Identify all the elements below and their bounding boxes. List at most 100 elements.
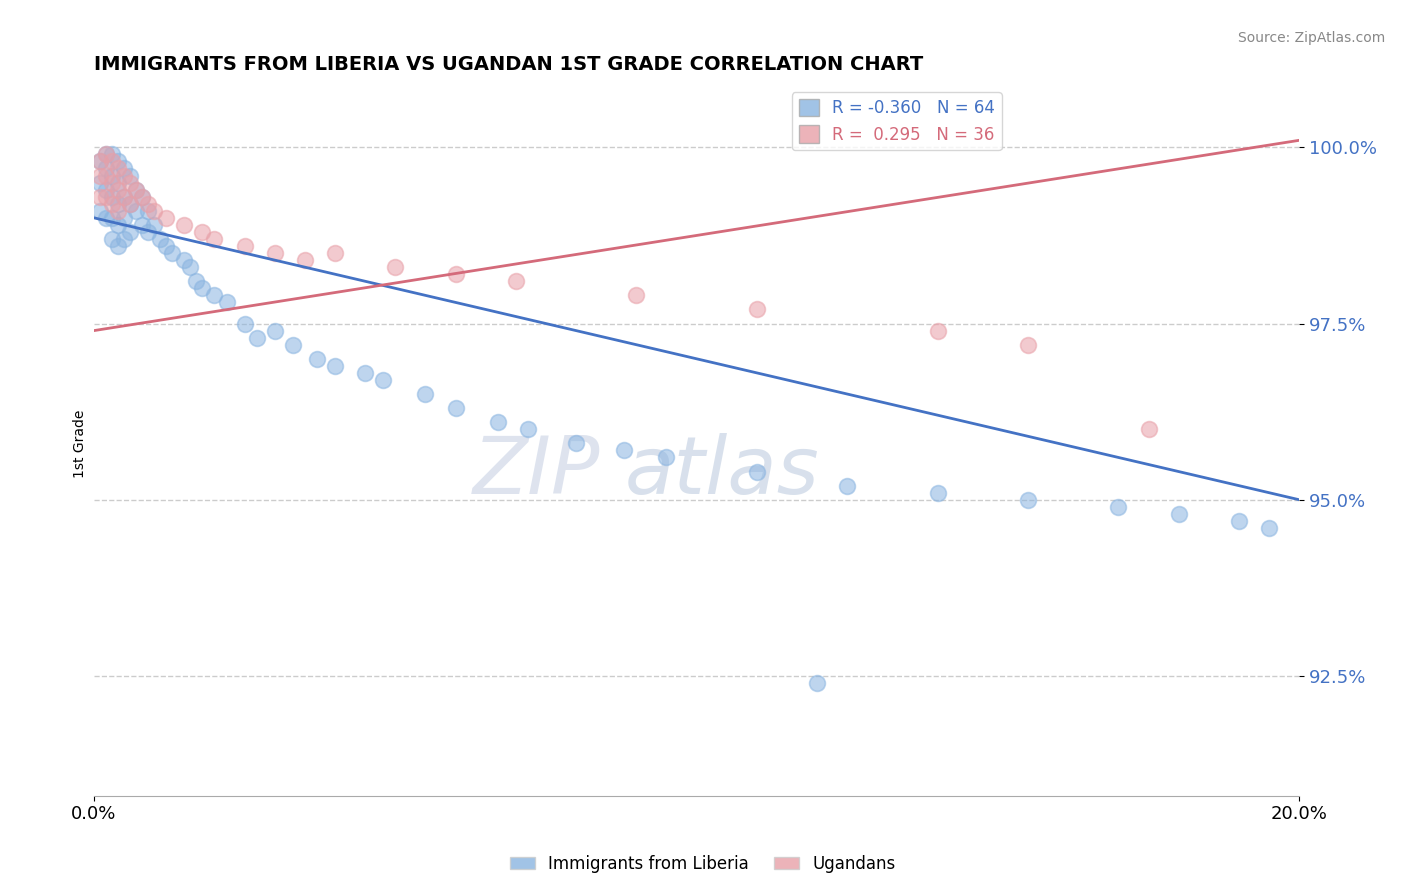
Point [233,317,256,331]
Point [89,154,111,169]
Point [516,422,538,436]
Point [162,246,184,260]
Point [120,225,142,239]
Point [1227,514,1250,528]
Point [120,196,142,211]
Point [186,274,208,288]
Point [323,246,346,260]
Point [655,450,678,465]
Point [191,281,214,295]
Point [1017,337,1039,351]
Point [1167,507,1189,521]
Point [112,232,135,246]
Point [305,351,328,366]
Point [107,218,129,232]
Text: Source: ZipAtlas.com: Source: ZipAtlas.com [1237,31,1385,45]
Text: atlas: atlas [624,433,820,510]
Point [101,176,124,190]
Legend: R = -0.360   N = 64, R =  0.295   N = 36: R = -0.360 N = 64, R = 0.295 N = 36 [792,92,1001,150]
Point [149,232,172,246]
Point [112,190,135,204]
Point [927,485,949,500]
Point [101,169,124,183]
Point [89,203,111,218]
Point [505,274,527,288]
Point [204,232,226,246]
Point [125,203,148,218]
Point [233,239,256,253]
Legend: Immigrants from Liberia, Ugandans: Immigrants from Liberia, Ugandans [503,848,903,880]
Point [215,295,238,310]
Point [101,147,124,161]
Point [94,211,117,225]
Point [101,196,124,211]
Point [263,246,285,260]
Point [107,183,129,197]
Point [112,169,135,183]
Point [143,203,166,218]
Point [143,218,166,232]
Point [120,169,142,183]
Point [486,415,509,429]
Point [155,211,177,225]
Point [173,218,195,232]
Point [204,288,226,302]
Point [1137,422,1160,436]
Point [565,436,588,450]
Point [131,218,153,232]
Point [94,190,117,204]
Point [613,443,636,458]
Point [112,211,135,225]
Point [806,676,828,690]
Point [626,288,648,302]
Point [323,359,346,373]
Point [94,147,117,161]
Point [136,225,159,239]
Point [155,239,177,253]
Point [1107,500,1129,514]
Point [415,387,437,401]
Point [125,183,148,197]
Point [131,190,153,204]
Point [94,161,117,176]
Point [444,401,467,416]
Point [191,225,214,239]
Point [179,260,201,275]
Point [125,183,148,197]
Point [107,154,129,169]
Point [120,196,142,211]
Point [927,324,949,338]
Point [107,161,129,176]
Point [246,331,269,345]
Text: IMMIGRANTS FROM LIBERIA VS UGANDAN 1ST GRADE CORRELATION CHART: IMMIGRANTS FROM LIBERIA VS UGANDAN 1ST G… [94,55,924,74]
Point [94,183,117,197]
Point [263,324,285,338]
Point [107,203,129,218]
Point [1017,492,1039,507]
Point [745,465,768,479]
Point [120,176,142,190]
Point [112,161,135,176]
Point [354,366,377,380]
Point [745,302,768,317]
Point [107,196,129,211]
Point [136,196,159,211]
Point [89,169,111,183]
Point [112,190,135,204]
Point [107,239,129,253]
Point [101,190,124,204]
Point [101,211,124,225]
Point [444,267,467,281]
Point [1258,521,1281,535]
Text: ZIP: ZIP [472,433,600,510]
Point [281,337,304,351]
Point [89,176,111,190]
Point [136,203,159,218]
Y-axis label: 1st Grade: 1st Grade [73,409,87,477]
Point [89,154,111,169]
Point [94,169,117,183]
Point [131,190,153,204]
Point [89,190,111,204]
Point [173,253,195,268]
Point [107,176,129,190]
